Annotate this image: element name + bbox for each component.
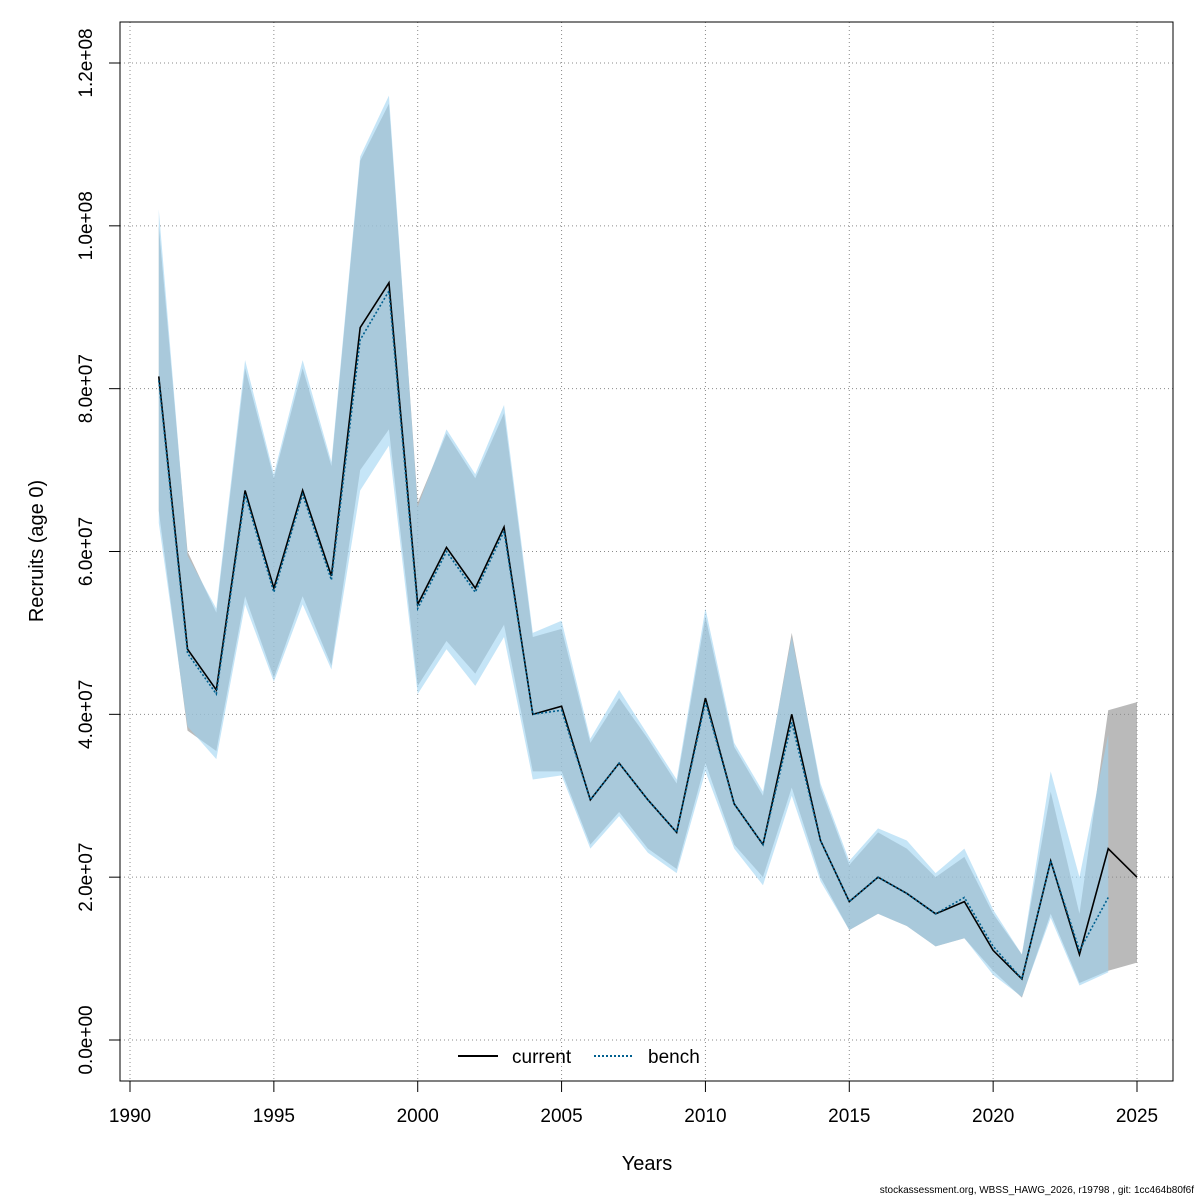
legend: current bench xyxy=(458,1047,700,1068)
y-tick-label: 6.0e+07 xyxy=(76,517,97,586)
legend-label-current: current xyxy=(512,1047,572,1068)
confidence-bands xyxy=(158,95,1137,998)
y-tick-label: 1.2e+08 xyxy=(76,28,97,97)
x-axis-title: Years xyxy=(622,1153,672,1175)
x-tick-label: 1990 xyxy=(109,1106,151,1127)
y-axis: 0.0e+00 2.0e+07 4.0e+07 6.0e+07 8.0e+07 1.0e+… xyxy=(76,28,121,1075)
x-tick-label: 1995 xyxy=(253,1106,295,1127)
series-line-bench xyxy=(157,288,1109,981)
y-tick-label: 4.0e+07 xyxy=(76,680,97,749)
y-tick-label: 0.0e+00 xyxy=(76,1005,97,1074)
x-tick-label: 2010 xyxy=(684,1106,726,1127)
footer-credit: stockassessment.org, WBSS_HAWG_2026, r19… xyxy=(879,1185,1194,1196)
confidence-band-bench xyxy=(158,95,1109,997)
x-axis: 1990 1995 2000 2005 2010 2015 2020 2025 xyxy=(109,1080,1158,1127)
grid xyxy=(120,22,1173,1081)
y-tick-label: 2.0e+07 xyxy=(76,843,97,912)
y-tick-label: 8.0e+07 xyxy=(76,354,97,423)
series-lines xyxy=(157,280,1138,981)
x-tick-label: 2015 xyxy=(828,1106,870,1127)
legend-label-bench: bench xyxy=(648,1047,700,1068)
x-tick-label: 2005 xyxy=(540,1106,582,1127)
series-line-current xyxy=(157,280,1138,981)
x-tick-label: 2025 xyxy=(1116,1106,1158,1127)
x-tick-label: 2020 xyxy=(972,1106,1014,1127)
y-axis-title: Recruits (age 0) xyxy=(26,480,48,622)
y-tick-label: 1.0e+08 xyxy=(76,191,97,260)
x-tick-label: 2000 xyxy=(397,1106,439,1127)
